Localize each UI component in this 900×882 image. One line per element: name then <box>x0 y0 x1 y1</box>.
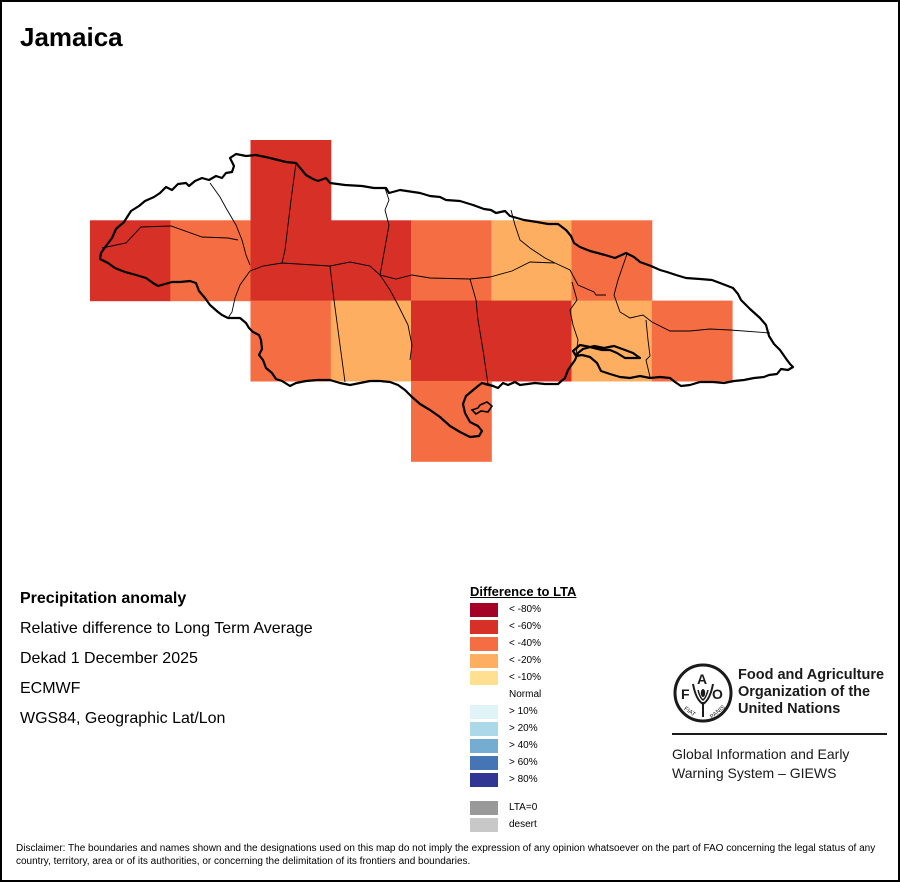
legend-label: < -60% <box>509 621 541 632</box>
svg-text:F: F <box>681 686 690 702</box>
org-name-line: Organization of the <box>738 684 871 700</box>
grid-cell <box>250 300 332 382</box>
fao-organization-name: Food and Agriculture Organization of the… <box>738 667 884 718</box>
map-period: Dekad 1 December 2025 <box>20 650 198 667</box>
map-description: Relative difference to Long Term Average <box>20 620 313 637</box>
legend-label: < -20% <box>509 655 541 666</box>
anomaly-grid <box>90 140 733 462</box>
grid-cell <box>491 220 573 302</box>
legend-swatch <box>470 620 498 634</box>
country-outline <box>98 152 795 439</box>
grid-cell <box>330 220 412 302</box>
legend-label: desert <box>509 819 537 830</box>
map-subject: Precipitation anomaly <box>20 590 187 607</box>
legend-swatch <box>470 637 498 651</box>
legend-label: > 10% <box>509 706 538 717</box>
legend-label: > 20% <box>509 723 538 734</box>
system-name-line: Global Information and Early <box>672 746 850 762</box>
fao-emblem-icon: F A O FIAT PANIS <box>673 663 733 723</box>
org-name-line: Food and Agriculture <box>738 667 885 683</box>
grid-cell <box>330 300 412 382</box>
legend-label: > 80% <box>509 774 538 785</box>
logo-divider <box>672 733 887 735</box>
svg-text:O: O <box>712 686 723 702</box>
legend-swatch <box>470 801 498 815</box>
grid-cell <box>411 300 492 382</box>
legend-label: < -80% <box>509 604 541 615</box>
svg-text:A: A <box>697 671 707 687</box>
org-name-line: United Nations <box>738 701 841 717</box>
legend-swatch <box>470 773 498 787</box>
legend-swatch <box>470 671 498 685</box>
legend-label: < -40% <box>509 638 541 649</box>
legend-swatch <box>470 603 498 617</box>
map-title: Jamaica <box>20 22 123 52</box>
map-projection: WGS84, Geographic Lat/Lon <box>20 710 226 727</box>
map-source: ECMWF <box>20 680 81 697</box>
disclaimer: Disclaimer: The boundaries and names sho… <box>16 843 876 867</box>
grid-cell <box>250 220 332 302</box>
legend-swatch <box>470 739 498 753</box>
grid-cell <box>170 220 252 302</box>
coastline <box>98 152 795 439</box>
map-canvas <box>90 140 795 462</box>
legend-swatch <box>470 654 498 668</box>
parish-boundaries <box>101 162 771 385</box>
legend-swatch <box>470 818 498 832</box>
legend-swatch <box>470 722 498 736</box>
giews-system-name: Global Information and Early Warning Sys… <box>672 745 849 783</box>
legend-label: > 40% <box>509 740 538 751</box>
legend-title: Difference to LTA <box>470 584 577 599</box>
grid-cell <box>571 300 653 382</box>
legend-swatch <box>470 756 498 770</box>
grid-cell <box>491 300 573 382</box>
legend-label: > 60% <box>509 757 538 768</box>
fao-logo: F A O FIAT PANIS <box>670 660 890 790</box>
legend-label: < -10% <box>509 672 541 683</box>
legend-label: Normal <box>509 689 542 700</box>
grid-cell <box>411 380 492 462</box>
legend-label: LTA=0 <box>509 802 538 813</box>
grid-cell <box>651 300 733 382</box>
legend-swatch <box>470 705 498 719</box>
grid-cell <box>411 220 492 302</box>
system-name-line: Warning System – GIEWS <box>672 765 837 781</box>
